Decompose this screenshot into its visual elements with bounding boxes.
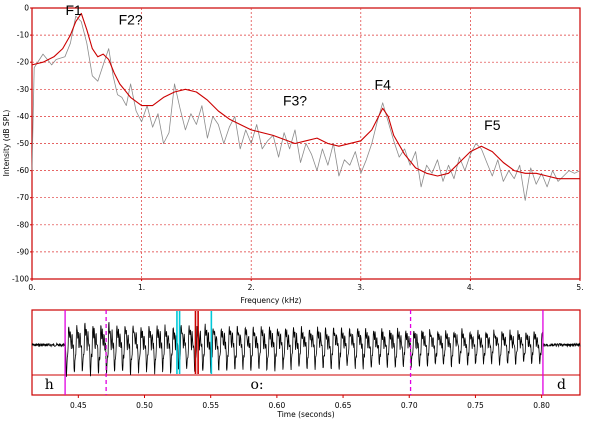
formant-label: F2?: [119, 11, 143, 27]
spectrum-x-axis-label: Frequency (kHz): [241, 296, 302, 305]
spectrum-y-ticks: 0 -10 -20 -30 -40 -50 -60 -70 -80 -90 -100: [12, 4, 32, 284]
time-x-ticks: 0.45 0.50 0.55 0.60 0.65 0.70 0.75 0.80: [70, 395, 550, 410]
formant-annotations: F1 F2? F3? F4 F5: [65, 2, 500, 133]
x-tick-label: 5.: [576, 283, 583, 292]
waveform-path: [31, 322, 581, 377]
time-tick-label: 0.75: [467, 401, 484, 410]
x-tick-label: 2.: [248, 283, 255, 292]
time-tick-label: 0.70: [401, 401, 418, 410]
time-tick-label: 0.45: [70, 401, 87, 410]
waveform-markers: [64, 310, 544, 395]
waveform-frame: [31, 309, 581, 396]
y-tick-label: -40: [17, 112, 29, 121]
raw-spectrum-line: [31, 15, 581, 201]
y-tick-label: -90: [17, 247, 29, 256]
waveform-chart: h o: d 0.45 0.50 0.55 0.60 0.65 0.70 0.75 0.80 Ti…: [31, 309, 581, 419]
y-tick-label: -70: [17, 193, 29, 202]
formant-label: F3?: [283, 93, 307, 109]
x-tick-label: 0.: [28, 283, 35, 292]
smoothed-envelope-line: [31, 12, 580, 180]
formant-label: F4: [375, 76, 392, 92]
formant-label: F5: [484, 117, 501, 133]
spectrum-x-ticks: 0. 1. 2. 3. 4. 5.: [28, 279, 584, 292]
x-tick-label: 1.: [138, 283, 145, 292]
y-tick-label: -100: [12, 275, 29, 284]
spectrum-series: [31, 12, 581, 201]
y-tick-label: -50: [17, 139, 29, 148]
y-tick-label: -30: [17, 85, 29, 94]
x-tick-label: 3.: [357, 283, 364, 292]
spectrum-grid: [32, 8, 580, 279]
time-tick-label: 0.55: [202, 401, 219, 410]
formant-label: F1: [65, 2, 82, 18]
y-tick-label: 0: [24, 4, 29, 13]
time-tick-label: 0.65: [335, 401, 352, 410]
segment-label: o:: [250, 377, 263, 393]
time-tick-label: 0.80: [533, 401, 550, 410]
y-tick-label: -20: [17, 58, 29, 67]
time-x-axis-label: Time (seconds): [276, 410, 334, 419]
time-tick-label: 0.60: [269, 401, 286, 410]
spectrum-y-axis-label: Intensity (dB SPL): [2, 110, 11, 177]
x-tick-label: 4.: [467, 283, 474, 292]
y-tick-label: -80: [17, 220, 29, 229]
y-tick-label: -10: [17, 31, 29, 40]
spectrum-chart: 0 -10 -20 -30 -40 -50 -60 -70 -80 -90 -100 0. 1. 2. 3…: [2, 2, 584, 305]
segment-tier: h o: d: [45, 377, 566, 393]
waveform-trace: [31, 322, 581, 377]
y-tick-label: -60: [17, 166, 29, 175]
segment-label: d: [557, 377, 566, 393]
segment-label: h: [45, 377, 54, 393]
time-tick-label: 0.50: [136, 401, 153, 410]
